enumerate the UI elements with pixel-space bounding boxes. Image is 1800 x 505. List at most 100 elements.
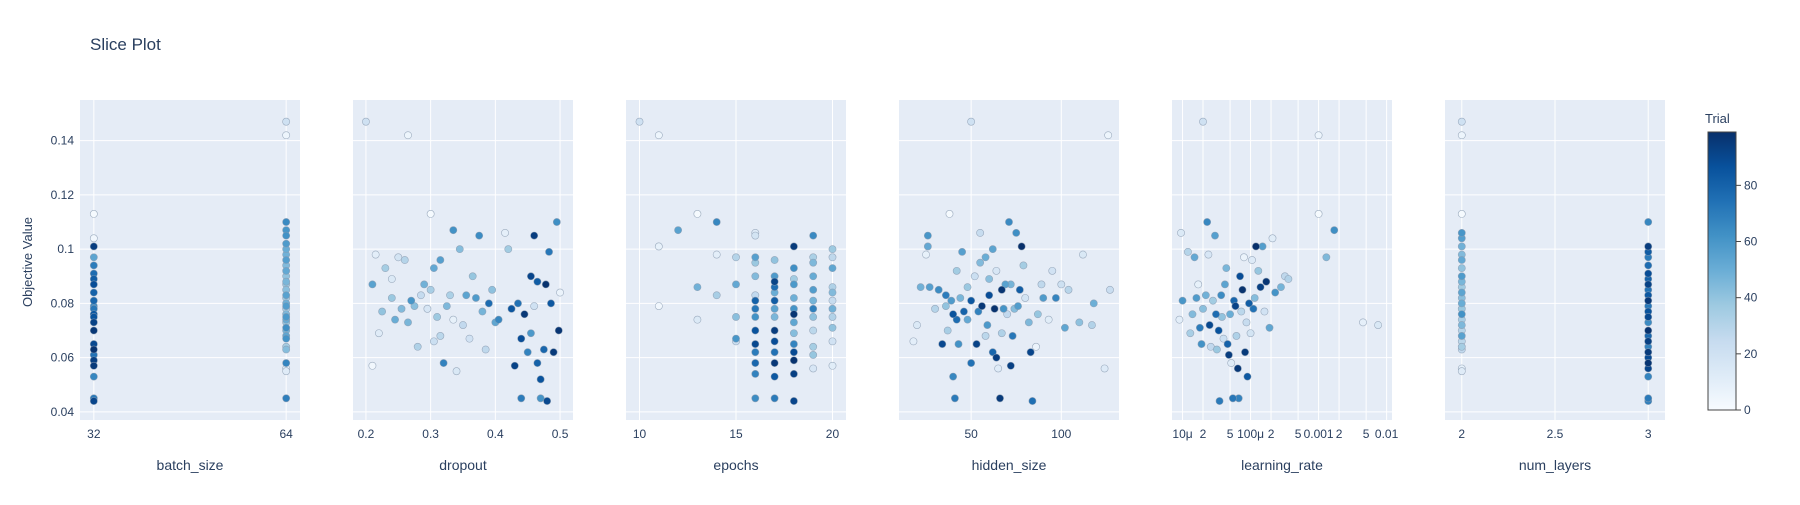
data-point: [712, 291, 721, 300]
data-point: [949, 310, 957, 319]
data-point: [1359, 318, 1367, 327]
data-point: [751, 359, 760, 367]
data-point: [963, 283, 972, 292]
data-point: [952, 315, 961, 324]
data-point: [1271, 288, 1280, 297]
data-point: [282, 266, 291, 275]
data-point: [1241, 348, 1249, 357]
data-point: [732, 253, 740, 262]
data-point: [1194, 280, 1203, 289]
data-point: [1051, 294, 1060, 302]
panel-background: [899, 100, 1119, 420]
data-point: [282, 239, 291, 248]
data-point: [400, 256, 409, 264]
data-point: [828, 288, 837, 297]
data-point: [972, 340, 981, 348]
data-point: [282, 359, 291, 367]
data-point: [1644, 372, 1653, 381]
colorbar-tick-label: 20: [1744, 347, 1758, 361]
data-point: [1284, 275, 1293, 283]
data-point: [552, 218, 561, 226]
data-point: [789, 369, 798, 378]
data-point: [1457, 272, 1466, 281]
data-point: [507, 304, 516, 313]
data-point: [455, 245, 464, 254]
data-point: [1100, 364, 1109, 373]
data-point: [1048, 266, 1057, 275]
data-point: [923, 231, 932, 240]
x-tick-label: 0.5: [552, 427, 569, 441]
data-point: [1314, 131, 1323, 140]
data-point: [751, 253, 760, 262]
data-point: [1644, 242, 1653, 251]
data-point: [967, 296, 976, 305]
data-point: [1213, 345, 1221, 354]
data-point: [417, 291, 425, 300]
data-point: [549, 348, 558, 357]
data-point: [693, 315, 702, 324]
colorbar-tick-label: 80: [1744, 178, 1758, 192]
data-point: [809, 272, 818, 281]
x-tick-label: 0.01: [1375, 427, 1399, 441]
data-point: [1254, 266, 1263, 275]
data-point: [494, 315, 503, 324]
data-point: [536, 375, 545, 384]
data-point: [1214, 326, 1223, 335]
data-point: [1001, 280, 1010, 289]
data-point: [1226, 310, 1234, 319]
data-point: [809, 351, 818, 359]
x-tick-label: 100: [1051, 427, 1071, 441]
data-point: [976, 258, 985, 267]
data-point: [1209, 296, 1217, 305]
data-point: [1231, 302, 1240, 311]
data-point: [282, 345, 291, 354]
data-point: [282, 256, 291, 264]
data-point: [1644, 394, 1653, 403]
data-point: [770, 372, 779, 381]
data-point: [1061, 323, 1069, 332]
data-point: [89, 288, 98, 297]
data-point: [459, 321, 467, 329]
data-point: [1014, 302, 1022, 311]
colorbar-title: Trial: [1705, 111, 1730, 126]
data-point: [510, 361, 519, 370]
data-point: [1215, 397, 1224, 405]
panel-background: [353, 100, 573, 420]
data-point: [1223, 340, 1232, 348]
data-point: [89, 372, 98, 381]
data-point: [436, 332, 445, 340]
data-point: [770, 337, 779, 346]
data-point: [770, 304, 779, 313]
data-point: [1079, 250, 1087, 259]
x-tick-label: 10: [633, 427, 647, 441]
chart-title: Slice Plot: [90, 35, 161, 54]
x-tick-label: 20: [826, 427, 840, 441]
x-tick-label: 15: [729, 427, 743, 441]
data-point: [504, 245, 513, 254]
x-tick-label: 50: [964, 427, 978, 441]
data-point: [988, 348, 997, 357]
data-point: [433, 313, 442, 321]
data-point: [1188, 310, 1197, 319]
data-point: [981, 253, 990, 262]
data-point: [413, 342, 422, 351]
data-point: [909, 337, 918, 346]
data-point: [89, 261, 98, 270]
data-point: [1199, 117, 1207, 126]
data-point: [674, 226, 683, 235]
data-point: [828, 296, 837, 305]
data-point: [828, 337, 837, 346]
data-point: [539, 345, 548, 354]
x-tick-label: 2: [1268, 427, 1275, 441]
data-point: [922, 250, 930, 259]
data-point: [1457, 242, 1466, 251]
x-tick-label: 3: [1645, 427, 1652, 441]
data-point: [828, 304, 837, 313]
data-point: [1262, 277, 1271, 286]
data-point: [654, 242, 663, 251]
data-point: [1457, 131, 1466, 140]
data-point: [1104, 131, 1113, 140]
data-point: [1644, 261, 1653, 270]
data-point: [1222, 264, 1231, 273]
data-point: [1024, 318, 1033, 327]
